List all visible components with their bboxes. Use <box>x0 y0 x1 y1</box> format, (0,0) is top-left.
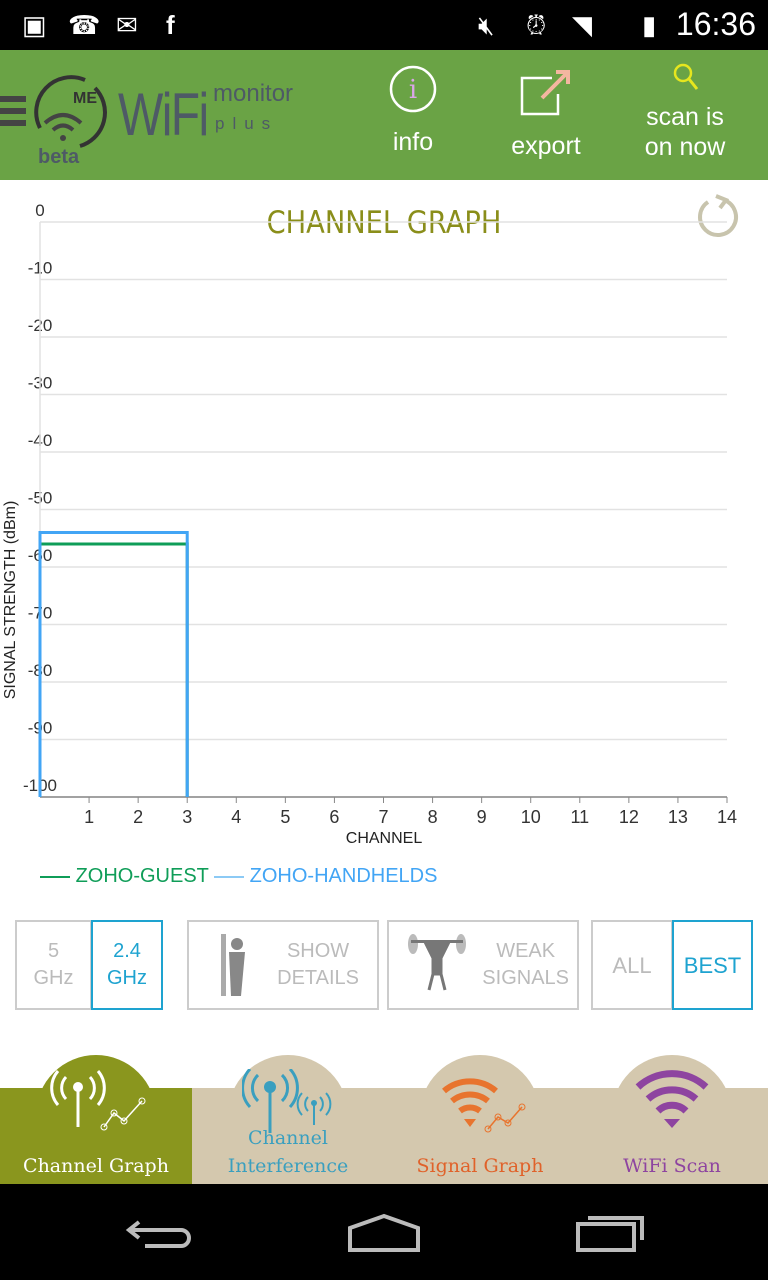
all-button[interactable]: ALL <box>591 920 673 1010</box>
nav-label-line2: Interference <box>227 1155 349 1177</box>
nav-label-line1: Channel <box>248 1127 328 1149</box>
x-tick-label: 13 <box>668 807 688 827</box>
wifi-signal-icon: ◥ <box>572 10 592 40</box>
label: WEAK <box>496 940 556 962</box>
chart-legend: ZOHO-GUEST ZOHO-HANDHELDS <box>40 865 437 888</box>
label: DETAILS <box>277 967 359 989</box>
scan-label-line1: scan is <box>646 103 724 131</box>
antennas-icon <box>242 1069 332 1133</box>
x-tick-label: 4 <box>231 807 241 827</box>
label: 5 <box>47 940 60 962</box>
system-nav-bar <box>0 1184 768 1280</box>
legend-swatch-guest <box>40 875 70 878</box>
x-tick-label: 5 <box>280 807 290 827</box>
export-button[interactable]: export <box>500 60 592 170</box>
battery-icon: ▮ <box>642 10 657 40</box>
nav-channel-interference[interactable]: Channel Interference <box>192 1055 384 1184</box>
recent-apps-icon[interactable] <box>574 1212 650 1254</box>
gmail-icon: ✉ <box>116 10 138 40</box>
weak-signals-button[interactable]: WEAK SIGNALS <box>387 920 579 1010</box>
scan-label-line2: on now <box>644 133 726 161</box>
label: BEST <box>683 952 742 978</box>
wifi-icon <box>635 1070 709 1128</box>
facebook-icon: f <box>166 10 175 40</box>
beta-label: beta <box>38 146 80 168</box>
missed-call-icon: ☎ <box>68 10 101 40</box>
x-tick-label: 1 <box>84 807 94 827</box>
nav-signal-graph[interactable]: Signal Graph <box>384 1055 576 1184</box>
mute-icon: 🔇︎ <box>478 10 495 40</box>
label: SIGNALS <box>482 967 569 989</box>
gallery-icon: ▣ <box>22 10 47 40</box>
search-icon <box>673 63 699 90</box>
x-tick-label: 14 <box>717 807 737 827</box>
legend-label-guest: ZOHO-GUEST <box>75 865 209 887</box>
label: 2.4 <box>113 940 141 962</box>
back-icon[interactable] <box>125 1214 195 1254</box>
nav-wifi-scan[interactable]: WiFi Scan <box>576 1055 768 1184</box>
legend-label-handhelds: ZOHO-HANDHELDS <box>249 865 438 887</box>
x-tick-label: 11 <box>570 807 589 827</box>
label: GHz <box>33 967 74 989</box>
x-tick-label: 2 <box>133 807 143 827</box>
refresh-icon[interactable] <box>694 192 742 240</box>
x-tick-label: 7 <box>378 807 388 827</box>
label: GHz <box>107 967 147 989</box>
x-tick-label: 12 <box>619 807 639 827</box>
nav-label: WiFi Scan <box>623 1155 721 1177</box>
x-tick-label: 8 <box>428 807 438 827</box>
best-button[interactable]: BEST <box>672 920 753 1010</box>
alarm-icon: ⏰︎ <box>526 10 547 40</box>
info-icon: i <box>389 65 437 113</box>
tab-active-background <box>0 1088 192 1184</box>
info-label: info <box>392 128 434 156</box>
person-icon <box>221 934 245 996</box>
legend-swatch-handhelds <box>214 875 245 878</box>
nav-label: Signal Graph <box>416 1155 544 1177</box>
svg-text:i: i <box>409 75 417 105</box>
series-zoho-guest <box>38 542 189 797</box>
y-axis-label: SIGNAL STRENGTH (dBm) <box>2 501 19 700</box>
logo-subtext: monitor <box>213 80 294 107</box>
app-bar <box>0 50 768 180</box>
x-tick-label: 10 <box>521 807 541 827</box>
chart-title: CHANNEL GRAPH <box>266 205 502 241</box>
logo-badge: ME <box>73 90 97 107</box>
logo-plus: plus <box>215 114 279 133</box>
y-tick-label: 0 <box>35 201 44 220</box>
label: ALL <box>612 952 652 978</box>
export-icon <box>520 70 570 116</box>
band-5ghz-button[interactable]: 5 GHz <box>15 920 92 1010</box>
show-details-button[interactable]: SHOW DETAILS <box>187 920 379 1010</box>
nav-channel-graph[interactable]: Channel Graph <box>0 1055 192 1184</box>
clock: 16:36 <box>675 6 756 42</box>
scan-button[interactable]: scan is on now <box>630 58 740 170</box>
export-label: export <box>511 132 581 160</box>
menu-icon[interactable] <box>0 96 26 132</box>
info-button[interactable]: i info <box>373 60 453 170</box>
antenna-graph-icon <box>50 1070 146 1131</box>
x-tick-label: 3 <box>182 807 192 827</box>
app-logo-icon: ME <box>34 75 107 148</box>
band-24ghz-button[interactable]: 2.4 GHz <box>91 920 163 1010</box>
weightlifter-icon <box>408 934 466 991</box>
label: SHOW <box>286 940 350 962</box>
wifi-graph-icon <box>442 1078 526 1133</box>
nav-label: Channel Graph <box>23 1155 169 1177</box>
status-bar: ▣ ☎ ✉ f 🔇︎ ⏰︎ ◥ ▮ 16:36 <box>0 0 768 50</box>
logo-text: WiFi <box>118 81 209 148</box>
series-zoho-handhelds <box>38 531 189 797</box>
x-tick-label: 9 <box>477 807 487 827</box>
x-axis-label: CHANNEL <box>346 830 423 847</box>
x-tick-label: 6 <box>329 807 339 827</box>
home-icon[interactable] <box>346 1212 422 1254</box>
